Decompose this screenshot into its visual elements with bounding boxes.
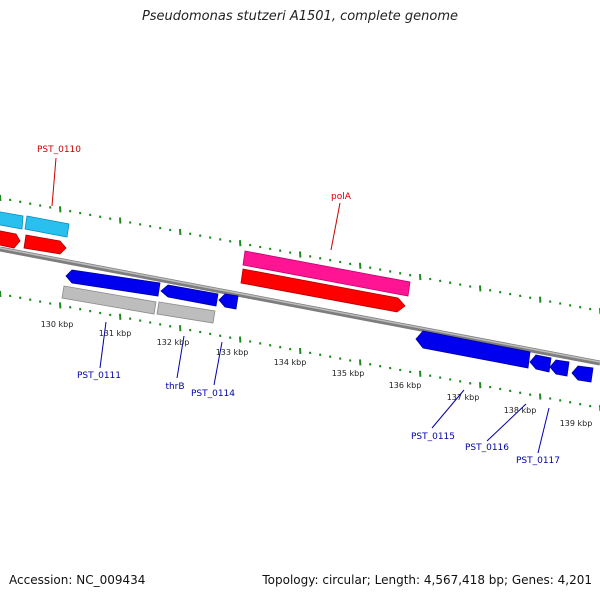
cds-arrow-reverse[interactable] [529, 354, 552, 373]
leader-line [537, 407, 550, 454]
feature-label[interactable]: PST_0111 [77, 371, 121, 381]
feature-labels: PST_0110 polA PST_0111 thrB PST_0114 PST… [37, 145, 560, 466]
tick-label: 130 kbp [41, 320, 74, 329]
leader-line [176, 335, 185, 379]
gene-block-cyan[interactable] [24, 215, 70, 238]
cds-arrow-reverse[interactable] [218, 293, 239, 310]
gene-block-gray[interactable] [61, 285, 157, 315]
map-title: Pseudomonas stutzeri A1501, complete gen… [141, 9, 459, 24]
scale-labels: 130 kbp 131 kbp 132 kbp 133 kbp 134 kbp … [41, 320, 593, 428]
tick-label: 135 kbp [332, 369, 365, 378]
feature-label[interactable]: PST_0117 [516, 456, 560, 466]
leader-line [330, 202, 341, 251]
leader-line [486, 403, 527, 442]
cds-arrow-reverse[interactable] [549, 359, 570, 377]
leader-line [431, 389, 465, 429]
tick-label: 131 kbp [99, 329, 132, 338]
gene-block-pink[interactable] [242, 250, 411, 297]
leader-line [213, 341, 223, 386]
tick-label: 137 kbp [447, 393, 480, 402]
feature-label[interactable]: PST_0115 [411, 432, 455, 442]
cds-arrow-reverse[interactable] [160, 284, 219, 307]
tick-label: 136 kbp [389, 381, 422, 390]
tick-label: 139 kbp [560, 419, 593, 428]
leader-line [51, 157, 57, 207]
leader-line [99, 321, 107, 369]
label-leaders [51, 157, 550, 454]
cds-arrow-forward[interactable] [240, 268, 406, 313]
feature-label[interactable]: PST_0114 [191, 389, 235, 399]
feature-label[interactable]: PST_0116 [465, 443, 509, 453]
tick-tracks [0, 194, 600, 412]
feature-label[interactable]: thrB [165, 382, 184, 392]
cds-arrow-forward[interactable] [23, 234, 67, 255]
cds-arrow-reverse[interactable] [571, 365, 594, 383]
cds-arrow-forward[interactable] [0, 230, 21, 249]
genome-backbone-highlight [0, 247, 600, 363]
genome-backbone [0, 246, 600, 366]
tick-label: 132 kbp [157, 338, 190, 347]
accession-text: Accession: NC_009434 [9, 573, 146, 587]
tick-label: 134 kbp [274, 358, 307, 367]
gene-block-gray[interactable] [156, 301, 216, 324]
gene-block-cyan[interactable] [0, 211, 24, 230]
genome-summary-text: Topology: circular; Length: 4,567,418 bp… [262, 573, 592, 587]
forward-features [0, 211, 411, 313]
cds-arrow-reverse[interactable] [415, 330, 531, 369]
tick-label: 138 kbp [504, 406, 537, 415]
reverse-features [61, 269, 594, 383]
cds-arrow-reverse[interactable] [65, 269, 161, 297]
tick-label: 133 kbp [216, 348, 249, 357]
feature-label[interactable]: PST_0110 [37, 145, 81, 155]
feature-label[interactable]: polA [331, 192, 352, 202]
